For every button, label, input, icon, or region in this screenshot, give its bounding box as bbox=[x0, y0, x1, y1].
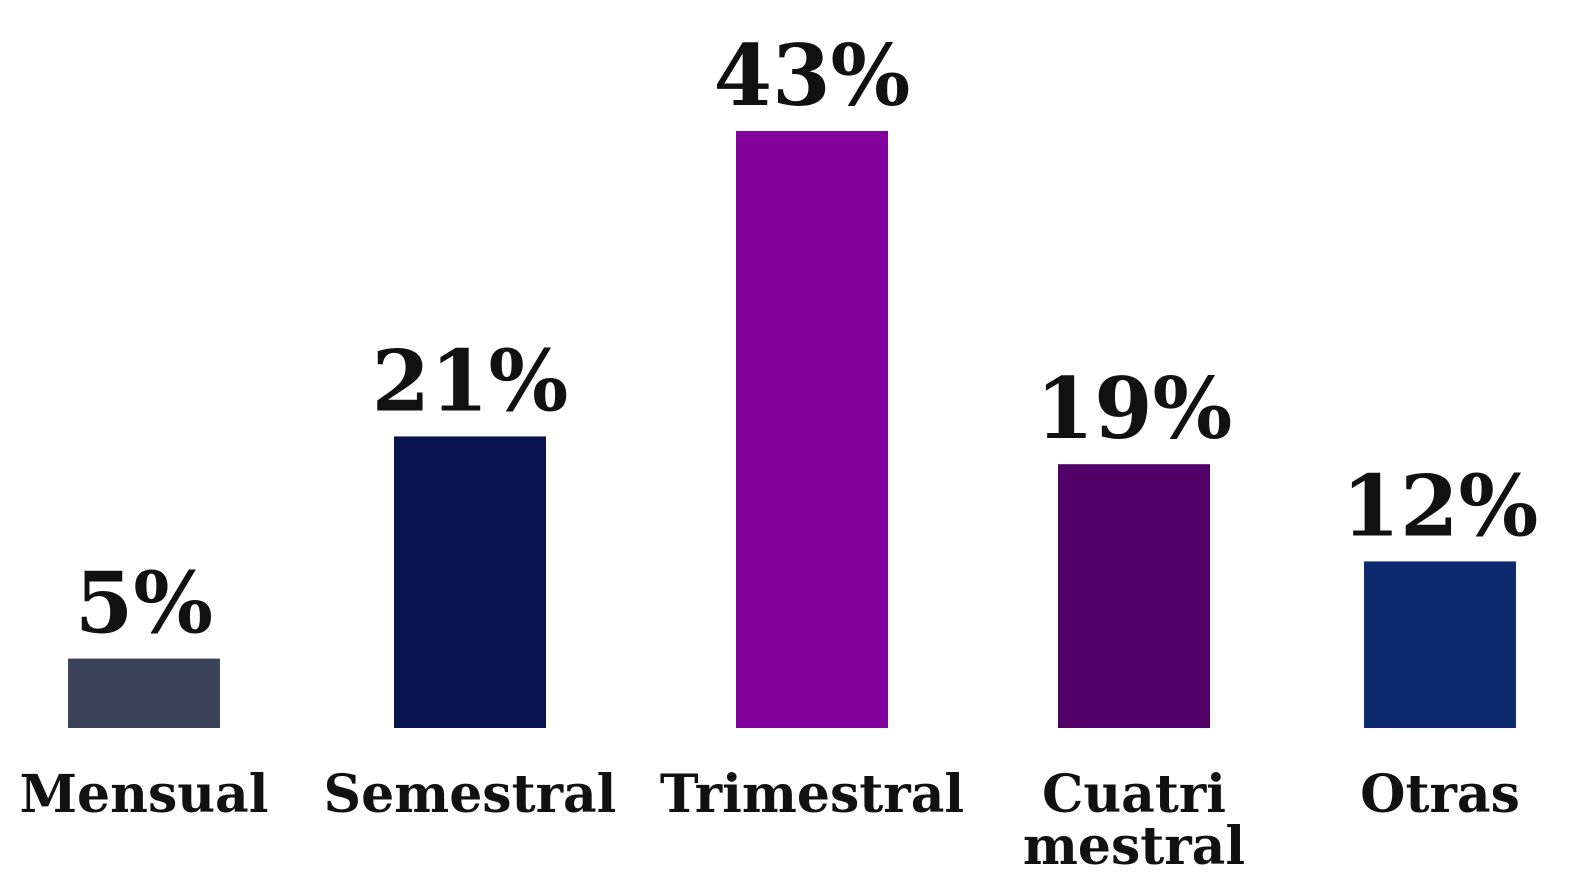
value-label: 43% bbox=[714, 26, 911, 125]
bar-mensual bbox=[68, 658, 220, 728]
category-label: Otras bbox=[1360, 764, 1520, 825]
category-label-line: Otras bbox=[1360, 764, 1520, 825]
category-label-line: Trimestral bbox=[660, 764, 964, 825]
category-label: Semestral bbox=[324, 764, 617, 825]
value-label: 12% bbox=[1342, 456, 1539, 555]
category-label-line: mestral bbox=[1023, 816, 1245, 877]
value-label: 19% bbox=[1036, 359, 1233, 458]
bars-group bbox=[68, 131, 1516, 728]
bar-trimestral bbox=[736, 131, 888, 728]
category-labels-group: Mensual Semestral Trimestral Cuatri mestral O… bbox=[20, 764, 1520, 877]
category-label: Trimestral bbox=[660, 764, 964, 825]
value-labels-group: 5% 21% 43% 19% 12% bbox=[75, 26, 1538, 653]
bar-cuatri-mestral bbox=[1058, 464, 1210, 728]
category-label-line: Cuatri bbox=[1042, 764, 1226, 825]
bar-otras bbox=[1364, 561, 1516, 728]
category-label: Mensual bbox=[20, 764, 269, 825]
value-label: 21% bbox=[372, 331, 569, 430]
bar-semestral bbox=[394, 436, 546, 728]
value-label: 5% bbox=[75, 554, 213, 653]
category-label-line: Mensual bbox=[20, 764, 269, 825]
category-label: Cuatri mestral bbox=[1023, 764, 1245, 877]
category-label-line: Semestral bbox=[324, 764, 617, 825]
